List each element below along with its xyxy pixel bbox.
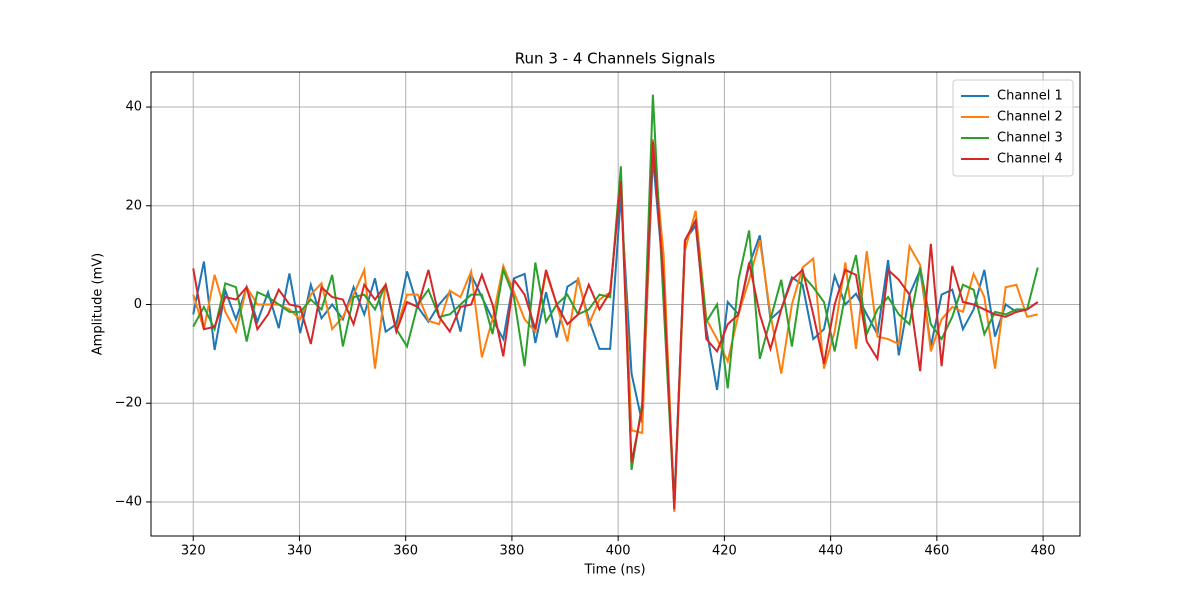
chart-title: Run 3 - 4 Channels Signals [515,50,716,68]
legend-box [952,79,1074,177]
y-tick-label: −40 [115,494,142,509]
plot-frame [150,71,1081,537]
y-tick-label: 40 [125,100,142,115]
x-tick-label: 440 [818,544,843,559]
line-series [192,156,1039,502]
legend-label: Channel 2 [997,110,1063,125]
y-tick-label: −20 [115,396,142,411]
y-tick-label: 0 [134,297,142,312]
x-tick-label: 420 [712,544,737,559]
x-axis-label: Time (ns) [583,563,645,578]
legend-label: Channel 4 [997,152,1063,167]
legend-label: Channel 3 [997,131,1063,146]
x-tick-label: 460 [924,544,949,559]
x-tick-label: 360 [393,544,418,559]
line-series [192,141,1039,510]
y-axis-label: Amplitude (mV) [91,253,106,355]
legend-label: Channel 1 [997,89,1063,104]
x-tick-label: 340 [287,544,312,559]
x-tick-label: 380 [500,544,525,559]
y-tick-label: 20 [125,198,142,213]
x-tick-label: 400 [606,544,631,559]
x-tick-label: 480 [1031,544,1056,559]
x-tick-label: 320 [181,544,206,559]
